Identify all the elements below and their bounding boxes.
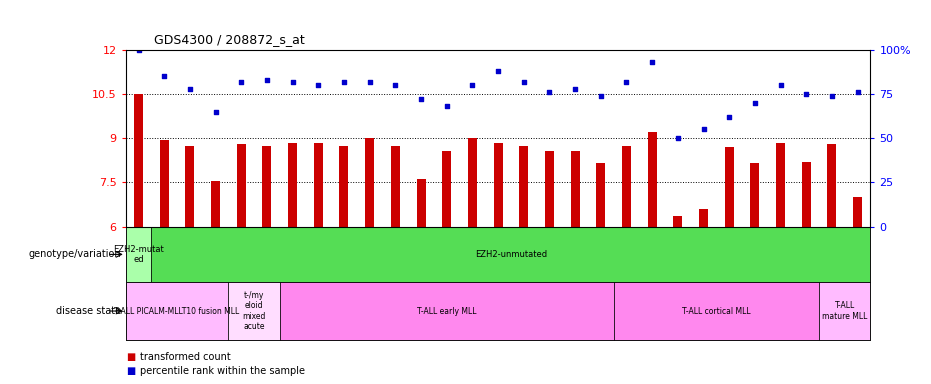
Bar	[314, 143, 323, 227]
Bar	[416, 179, 425, 227]
Bar	[819, 282, 870, 340]
Point	[311, 82, 326, 88]
Point	[773, 82, 788, 88]
Bar	[750, 163, 760, 227]
Bar	[391, 146, 399, 227]
Point	[799, 91, 814, 97]
Text: ■: ■	[126, 352, 135, 362]
Text: T-ALL
mature MLL: T-ALL mature MLL	[822, 301, 868, 321]
Point	[362, 79, 377, 85]
Bar	[211, 181, 220, 227]
Point	[413, 96, 428, 103]
Point	[156, 73, 171, 79]
Point	[696, 126, 711, 132]
Text: T-ALL PICALM-MLLT10 fusion MLL: T-ALL PICALM-MLLT10 fusion MLL	[115, 306, 239, 316]
Point	[439, 103, 454, 109]
Bar	[853, 197, 862, 227]
Bar	[699, 209, 708, 227]
Point	[722, 114, 736, 120]
Bar	[519, 146, 528, 227]
Bar	[571, 152, 580, 227]
Bar	[597, 163, 605, 227]
Bar	[236, 144, 246, 227]
Text: percentile rank within the sample: percentile rank within the sample	[140, 366, 304, 376]
Bar	[622, 146, 631, 227]
Bar	[126, 227, 152, 282]
Bar	[288, 143, 297, 227]
Bar	[263, 146, 272, 227]
Point	[234, 79, 249, 85]
Bar	[468, 138, 477, 227]
Text: T-ALL early MLL: T-ALL early MLL	[417, 306, 477, 316]
Bar	[134, 94, 143, 227]
Bar	[545, 152, 554, 227]
Text: T-ALL cortical MLL: T-ALL cortical MLL	[682, 306, 750, 316]
Bar	[442, 152, 452, 227]
Bar	[340, 146, 348, 227]
Bar	[185, 146, 195, 227]
Point	[209, 109, 223, 115]
Point	[593, 93, 608, 99]
Point	[517, 79, 532, 85]
Bar	[828, 144, 836, 227]
Bar	[673, 216, 682, 227]
Point	[131, 47, 146, 53]
Point	[748, 100, 762, 106]
Point	[670, 135, 685, 141]
Bar	[365, 138, 374, 227]
Point	[465, 82, 479, 88]
Text: genotype/variation: genotype/variation	[29, 249, 121, 260]
Bar	[493, 143, 503, 227]
Point	[542, 89, 557, 95]
Point	[336, 79, 351, 85]
Point	[645, 59, 660, 65]
Text: transformed count: transformed count	[140, 352, 230, 362]
Point	[260, 77, 275, 83]
Point	[388, 82, 403, 88]
Bar	[280, 282, 614, 340]
Text: EZH2-mutat
ed: EZH2-mutat ed	[114, 245, 164, 264]
Point	[825, 93, 840, 99]
Bar	[614, 282, 819, 340]
Bar	[802, 162, 811, 227]
Bar	[126, 282, 228, 340]
Bar	[724, 147, 734, 227]
Point	[850, 89, 865, 95]
Point	[619, 79, 634, 85]
Text: EZH2-unmutated: EZH2-unmutated	[475, 250, 547, 259]
Text: disease state: disease state	[56, 306, 121, 316]
Point	[182, 86, 197, 92]
Bar	[648, 132, 656, 227]
Bar	[776, 143, 785, 227]
Point	[285, 79, 300, 85]
Bar	[228, 282, 280, 340]
Text: ■: ■	[126, 366, 135, 376]
Text: t-/my
eloid
mixed
acute: t-/my eloid mixed acute	[242, 291, 265, 331]
Bar	[160, 140, 169, 227]
Point	[568, 86, 583, 92]
Text: GDS4300 / 208872_s_at: GDS4300 / 208872_s_at	[154, 33, 304, 46]
Point	[491, 68, 506, 74]
